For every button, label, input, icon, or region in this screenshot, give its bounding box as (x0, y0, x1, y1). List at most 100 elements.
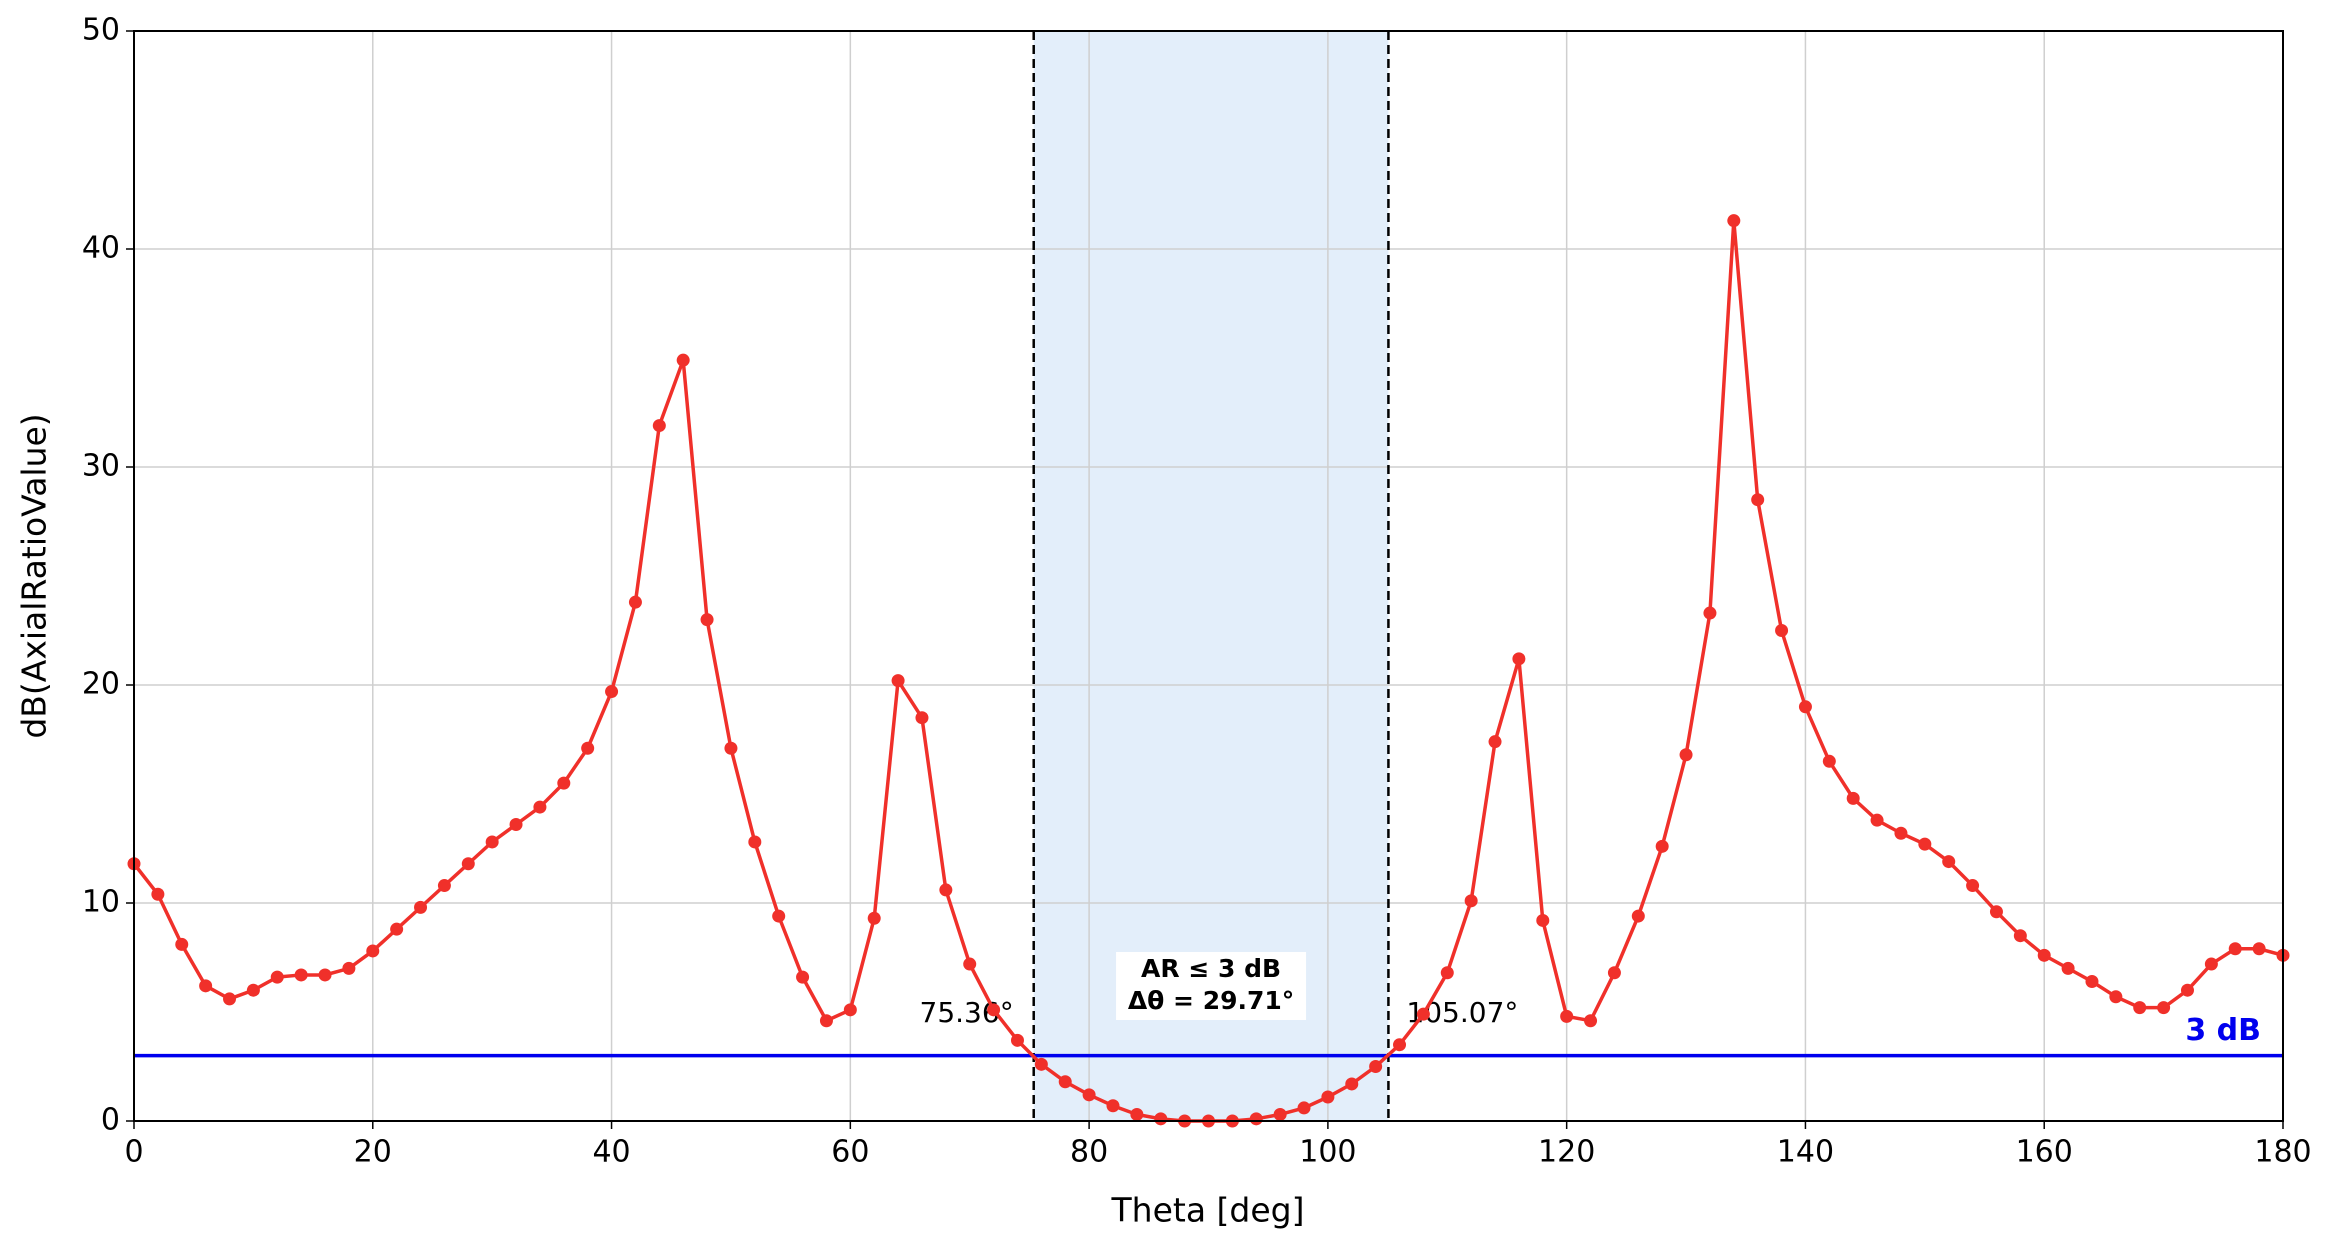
data-point (1154, 1112, 1168, 1126)
data-point (1679, 748, 1693, 762)
y-tick-label: 20 (82, 667, 120, 702)
data-point (1560, 1009, 1574, 1023)
data-point (342, 961, 356, 975)
data-point (2180, 983, 2194, 997)
data-point (1846, 791, 1860, 805)
data-point (294, 968, 308, 982)
plot-frame (133, 30, 2284, 1122)
data-point (1106, 1099, 1120, 1113)
data-point (1058, 1075, 1072, 1089)
data-point (318, 968, 332, 982)
data-point (1727, 214, 1741, 228)
data-point (151, 887, 165, 901)
data-point (628, 595, 642, 609)
data-point (437, 879, 451, 893)
data-point (485, 835, 499, 849)
data-point (1607, 966, 1621, 980)
data-point (796, 970, 810, 984)
data-point (1034, 1057, 1048, 1071)
band-edge-label: 75.36° (920, 996, 1014, 1029)
x-tick-label: 180 (2254, 1135, 2311, 1170)
data-point (1440, 966, 1454, 980)
data-point (175, 937, 189, 951)
data-point (2228, 942, 2242, 956)
data-point (963, 957, 977, 971)
data-point (2157, 1001, 2171, 1015)
data-point (270, 970, 284, 984)
data-point (652, 419, 666, 433)
data-point (1249, 1112, 1263, 1126)
y-tick-label: 30 (82, 449, 120, 484)
x-tick-label: 80 (1070, 1135, 1108, 1170)
data-point (509, 818, 523, 832)
data-point (1416, 1007, 1430, 1021)
x-tick-label: 60 (831, 1135, 869, 1170)
data-point (1130, 1107, 1144, 1121)
y-tick-label: 0 (101, 1103, 120, 1138)
data-point (223, 992, 237, 1006)
data-point (1536, 913, 1550, 927)
data-point (390, 922, 404, 936)
threshold-label: 3 dB (2185, 1013, 2261, 1048)
data-point (2061, 961, 2075, 975)
data-point (676, 353, 690, 367)
data-point (1966, 879, 1980, 893)
data-point (581, 741, 595, 755)
y-tick-label: 40 (82, 231, 120, 266)
x-tick-label: 160 (2016, 1135, 2073, 1170)
data-point (1584, 1014, 1598, 1028)
x-tick-label: 20 (354, 1135, 392, 1170)
data-point (366, 944, 380, 958)
data-point (461, 857, 475, 871)
band-note: AR ≤ 3 dB (1141, 954, 1281, 983)
data-point (724, 741, 738, 755)
band-note: Δθ = 29.71° (1128, 986, 1294, 1015)
y-tick-label: 10 (82, 885, 120, 920)
x-tick-label: 120 (1538, 1135, 1595, 1170)
data-point (1464, 894, 1478, 908)
data-point (1655, 839, 1669, 853)
data-point (2204, 957, 2218, 971)
data-point (843, 1003, 857, 1017)
data-point (1989, 905, 2003, 919)
data-point (557, 776, 571, 790)
data-point (772, 909, 786, 923)
note-box (1116, 952, 1307, 1020)
data-point (1369, 1060, 1383, 1073)
data-point (1010, 1033, 1024, 1047)
data-point (1512, 652, 1526, 666)
data-point (2109, 990, 2123, 1004)
data-point (1488, 735, 1502, 749)
data-point (819, 1014, 833, 1028)
data-point (246, 983, 260, 997)
y-axis-label: dB(AxialRatioValue) (15, 413, 54, 738)
data-point (2037, 948, 2051, 962)
x-tick-label: 40 (592, 1135, 630, 1170)
data-point (533, 800, 547, 814)
data-point (700, 613, 714, 627)
data-point (1918, 837, 1932, 851)
data-point (1703, 606, 1717, 620)
data-point (2013, 929, 2027, 943)
data-point (2133, 1001, 2147, 1015)
data-point (1082, 1088, 1096, 1102)
pass-band (1033, 31, 1389, 1121)
data-point (2252, 942, 2266, 956)
data-point (1321, 1090, 1335, 1104)
data-point (1393, 1038, 1407, 1052)
data-point (1631, 909, 1645, 923)
data-point (1345, 1077, 1359, 1091)
x-tick-label: 140 (1777, 1135, 1834, 1170)
x-tick-label: 100 (1299, 1135, 1356, 1170)
data-point (1870, 813, 1884, 827)
data-point (414, 900, 428, 914)
data-point (605, 685, 619, 699)
data-point (891, 674, 905, 688)
data-point (1894, 826, 1908, 840)
data-point (1775, 624, 1789, 637)
data-point (1273, 1107, 1287, 1121)
data-point (199, 979, 213, 993)
data-point (1798, 700, 1812, 714)
data-point (1822, 754, 1836, 768)
